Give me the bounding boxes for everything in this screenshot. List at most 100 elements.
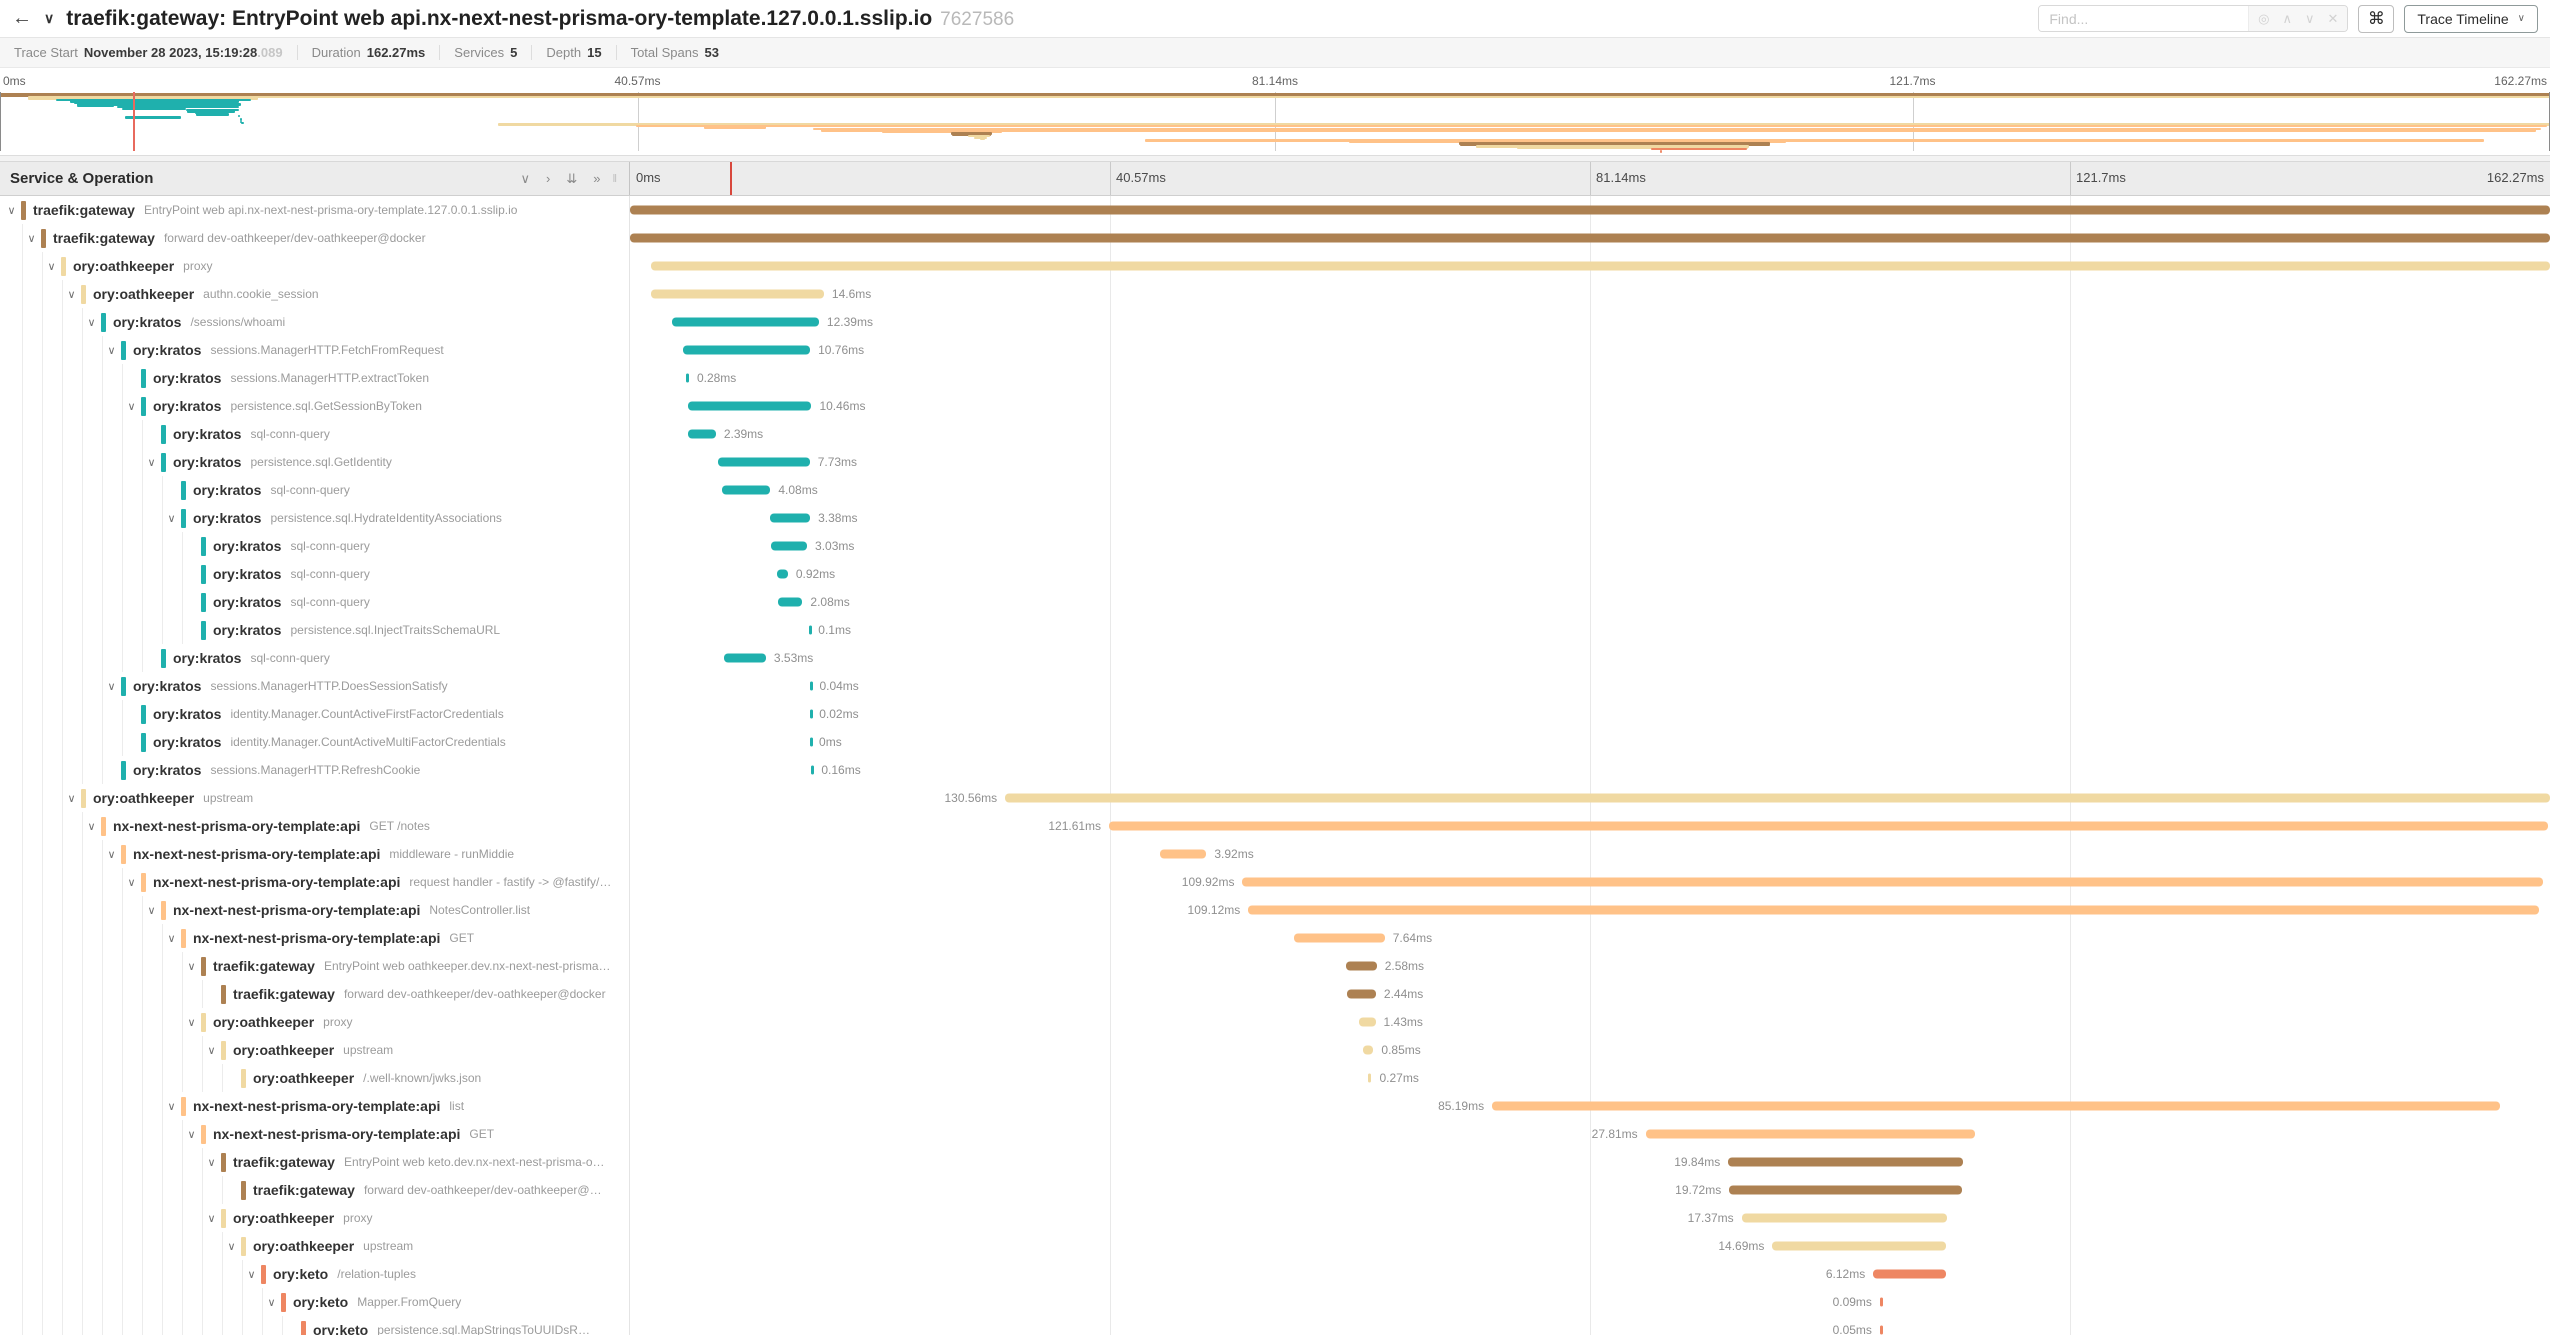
span-row[interactable]: ory:kratos sql-conn-query 2.39ms (0, 420, 2550, 448)
span-duration-bar[interactable] (777, 597, 803, 607)
span-bar-cell[interactable] (630, 224, 2550, 252)
span-collapse-chevron-icon[interactable]: ∨ (107, 680, 116, 693)
keyboard-shortcuts-button[interactable]: ⌘ (2358, 4, 2395, 33)
span-bar-cell[interactable]: 0.1ms (630, 616, 2550, 644)
span-duration-bar[interactable] (808, 625, 812, 635)
span-duration-bar[interactable] (1873, 1269, 1946, 1279)
span-row[interactable]: ory:oathkeeper /.well-known/jwks.json 0.27… (0, 1064, 2550, 1092)
span-name-cell[interactable]: ∨ nx-next-nest-prisma-ory-template:api mid… (0, 840, 630, 868)
span-duration-bar[interactable] (687, 401, 812, 411)
span-duration-bar[interactable] (1363, 1045, 1374, 1055)
span-row[interactable]: ∨ ory:oathkeeper upstream 130.56ms (0, 784, 2550, 812)
span-bar-cell[interactable]: 2.08ms (630, 588, 2550, 616)
span-bar-cell[interactable]: 3.53ms (630, 644, 2550, 672)
span-bar-cell[interactable]: 2.39ms (630, 420, 2550, 448)
span-duration-bar[interactable] (1879, 1297, 1883, 1307)
span-row[interactable]: ∨ nx-next-nest-prisma-ory-template:api lis… (0, 1092, 2550, 1120)
span-collapse-chevron-icon[interactable]: ∨ (207, 1044, 216, 1057)
span-duration-bar[interactable] (722, 485, 771, 495)
scope-icon[interactable]: ◎ (2258, 10, 2270, 26)
span-duration-bar[interactable] (1242, 877, 2544, 887)
span-row[interactable]: ory:kratos sql-conn-query 2.08ms (0, 588, 2550, 616)
span-row[interactable]: traefik:gateway forward dev-oathkeeper/de… (0, 980, 2550, 1008)
span-duration-bar[interactable] (1248, 905, 2540, 915)
span-bar-cell[interactable]: 2.58ms (630, 952, 2550, 980)
span-name-cell[interactable]: ∨ nx-next-nest-prisma-ory-template:api GET… (0, 812, 630, 840)
span-row[interactable]: ∨ traefik:gateway EntryPoint web api.nx-ne… (0, 196, 2550, 224)
span-duration-bar[interactable] (630, 233, 2550, 243)
span-duration-bar[interactable] (1005, 793, 2550, 803)
span-collapse-chevron-icon[interactable]: ∨ (147, 456, 156, 469)
span-bar-cell[interactable]: 10.46ms (630, 392, 2550, 420)
expand-all-icon[interactable]: » (593, 170, 601, 186)
span-bar-cell[interactable]: 17.37ms (630, 1204, 2550, 1232)
span-bar-cell[interactable]: 6.12ms (630, 1260, 2550, 1288)
span-bar-cell[interactable]: 85.19ms (630, 1092, 2550, 1120)
span-bar-cell[interactable]: 3.03ms (630, 532, 2550, 560)
span-row[interactable]: ory:kratos sql-conn-query 3.03ms (0, 532, 2550, 560)
span-row[interactable]: ∨ ory:kratos persistence.sql.GetSessionByT… (0, 392, 2550, 420)
span-duration-bar[interactable] (1645, 1129, 1975, 1139)
span-duration-bar[interactable] (1879, 1325, 1883, 1335)
span-bar-cell[interactable]: 0.27ms (630, 1064, 2550, 1092)
span-duration-bar[interactable] (651, 289, 824, 299)
span-name-cell[interactable]: ory:kratos sql-conn-query (0, 560, 630, 588)
span-bar-cell[interactable]: 1.43ms (630, 1008, 2550, 1036)
span-bar-cell[interactable]: 0.05ms (630, 1316, 2550, 1335)
span-bar-cell[interactable]: 130.56ms (630, 784, 2550, 812)
span-name-cell[interactable]: ∨ traefik:gateway EntryPoint web oathkeepe… (0, 952, 630, 980)
prev-result-icon[interactable]: ∧ (2282, 10, 2292, 26)
span-collapse-chevron-icon[interactable]: ∨ (267, 1296, 276, 1309)
span-row[interactable]: ∨ nx-next-nest-prisma-ory-template:api GET… (0, 812, 2550, 840)
span-bar-cell[interactable]: 2.44ms (630, 980, 2550, 1008)
span-collapse-chevron-icon[interactable]: ∨ (167, 1100, 176, 1113)
back-icon[interactable]: ← (12, 7, 32, 29)
span-duration-bar[interactable] (776, 569, 788, 579)
span-bar-cell[interactable]: 10.76ms (630, 336, 2550, 364)
span-bar-cell[interactable]: 12.39ms (630, 308, 2550, 336)
span-bar-cell[interactable]: 19.72ms (630, 1176, 2550, 1204)
span-name-cell[interactable]: ∨ ory:kratos sessions.ManagerHTTP.FetchFro… (0, 336, 630, 364)
span-name-cell[interactable]: ∨ traefik:gateway forward dev-oathkeeper/d… (0, 224, 630, 252)
span-row[interactable]: ∨ nx-next-nest-prisma-ory-template:api GET… (0, 1120, 2550, 1148)
span-collapse-chevron-icon[interactable]: ∨ (27, 232, 36, 245)
span-row[interactable]: ∨ ory:kratos sessions.ManagerHTTP.DoesSess… (0, 672, 2550, 700)
span-name-cell[interactable]: ∨ ory:kratos persistence.sql.HydrateIdenti… (0, 504, 630, 532)
span-duration-bar[interactable] (685, 373, 689, 383)
span-duration-bar[interactable] (672, 317, 819, 327)
span-collapse-chevron-icon[interactable]: ∨ (207, 1156, 216, 1169)
span-row[interactable]: ory:kratos sessions.ManagerHTTP.RefreshCo… (0, 756, 2550, 784)
span-bar-cell[interactable]: 0.09ms (630, 1288, 2550, 1316)
span-collapse-chevron-icon[interactable]: ∨ (187, 960, 196, 973)
span-row[interactable]: ∨ ory:kratos/sessions/whoami 12.39ms (0, 308, 2550, 336)
span-collapse-chevron-icon[interactable]: ∨ (67, 792, 76, 805)
span-row[interactable]: ory:keto persistence.sql.MapStringsToUUID… (0, 1316, 2550, 1335)
span-name-cell[interactable]: ∨ ory:kratos/sessions/whoami (0, 308, 630, 336)
next-result-icon[interactable]: ∨ (2304, 10, 2315, 26)
span-collapse-chevron-icon[interactable]: ∨ (87, 316, 96, 329)
span-name-cell[interactable]: ∨ ory:kratos persistence.sql.GetSessionByT… (0, 392, 630, 420)
trace-collapse-chevron-icon[interactable]: ∨ (44, 10, 55, 26)
clear-search-icon[interactable]: ✕ (2327, 10, 2339, 26)
span-duration-bar[interactable] (1729, 1185, 1963, 1195)
span-collapse-chevron-icon[interactable]: ∨ (147, 904, 156, 917)
span-row[interactable]: ∨ ory:oathkeeper upstream 0.85ms (0, 1036, 2550, 1064)
span-collapse-chevron-icon[interactable]: ∨ (67, 288, 76, 301)
span-collapse-chevron-icon[interactable]: ∨ (47, 260, 56, 273)
span-bar-cell[interactable]: 4.08ms (630, 476, 2550, 504)
span-collapse-chevron-icon[interactable]: ∨ (207, 1212, 216, 1225)
span-collapse-chevron-icon[interactable]: ∨ (187, 1128, 196, 1141)
expand-one-icon[interactable]: › (545, 170, 551, 186)
span-duration-bar[interactable] (687, 429, 716, 439)
span-bar-cell[interactable]: 7.73ms (630, 448, 2550, 476)
span-collapse-chevron-icon[interactable]: ∨ (247, 1268, 256, 1281)
span-duration-bar[interactable] (651, 261, 2550, 271)
span-collapse-chevron-icon[interactable]: ∨ (187, 1016, 196, 1029)
span-row[interactable]: ∨ ory:kratos sessions.ManagerHTTP.FetchFro… (0, 336, 2550, 364)
span-row[interactable]: ∨ ory:keto Mapper.FromQuery 0.09ms (0, 1288, 2550, 1316)
span-row[interactable]: ∨ ory:oathkeeper authn.cookie_session 14.6m… (0, 280, 2550, 308)
span-name-cell[interactable]: ∨ nx-next-nest-prisma-ory-template:api lis… (0, 1092, 630, 1120)
span-duration-bar[interactable] (1159, 849, 1207, 859)
span-row[interactable]: ory:kratos sql-conn-query 0.92ms (0, 560, 2550, 588)
span-row[interactable]: ∨ ory:oathkeeper proxy (0, 252, 2550, 280)
